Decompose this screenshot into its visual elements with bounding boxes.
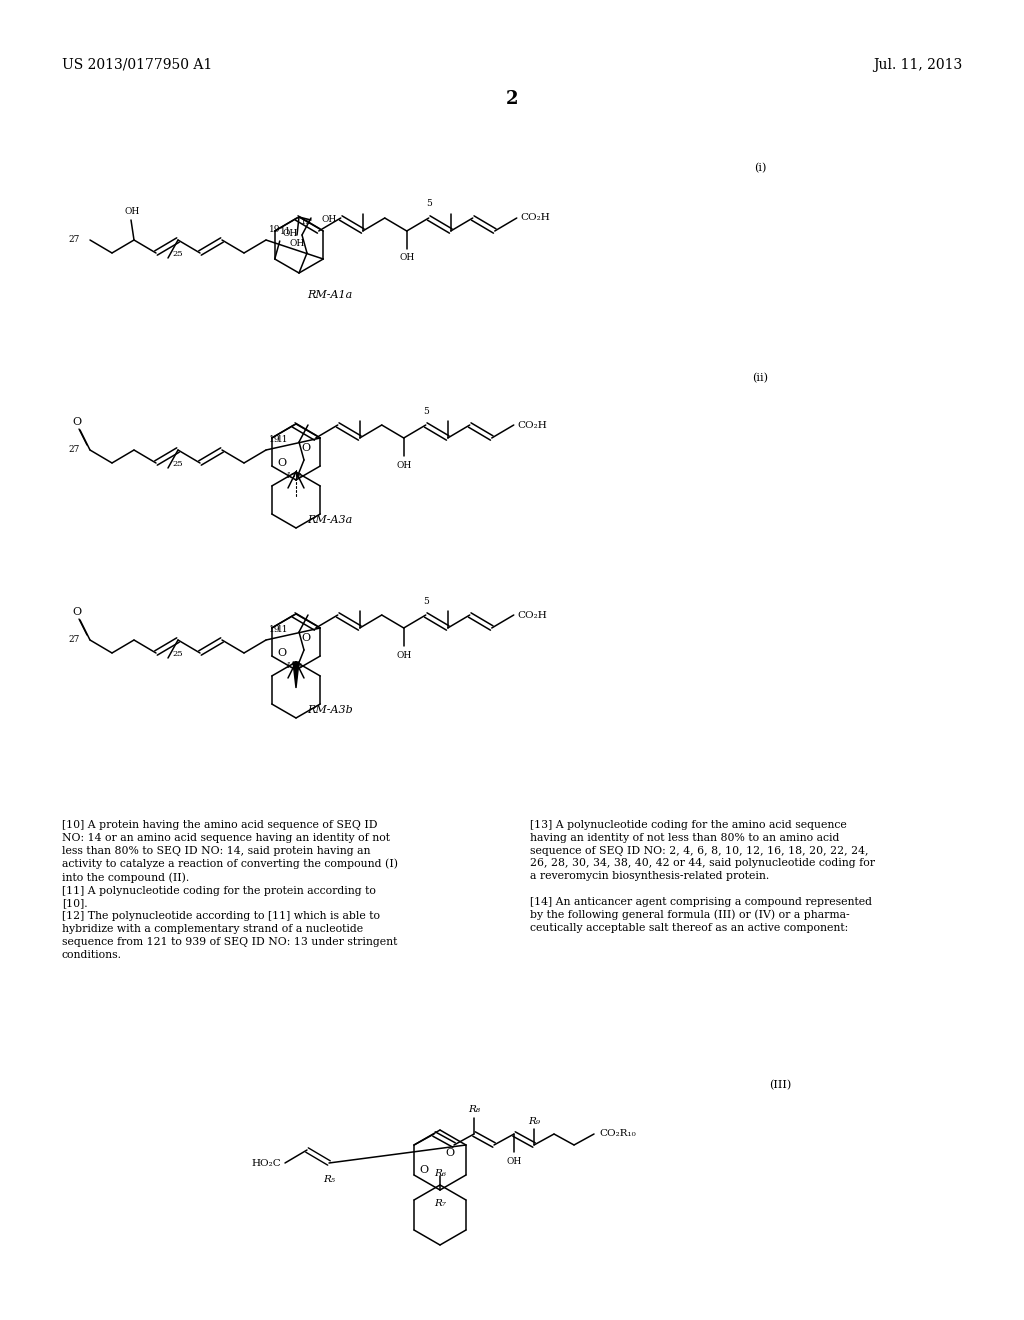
Text: R₉: R₉	[528, 1117, 540, 1126]
Text: CO₂H: CO₂H	[518, 610, 548, 619]
Text: R₈: R₈	[468, 1106, 480, 1114]
Text: Jul. 11, 2013: Jul. 11, 2013	[872, 58, 962, 73]
Text: O: O	[278, 458, 287, 469]
Text: 2: 2	[506, 90, 518, 108]
Text: O: O	[73, 607, 82, 616]
Text: 11: 11	[276, 626, 288, 635]
Text: 27: 27	[69, 446, 80, 454]
Text: RM-A3a: RM-A3a	[307, 515, 352, 525]
Text: 25: 25	[173, 649, 183, 657]
Text: 5: 5	[426, 199, 432, 209]
Text: 5: 5	[423, 407, 429, 416]
Text: OH: OH	[283, 228, 298, 238]
Text: RM-A3b: RM-A3b	[307, 705, 353, 715]
Text: O: O	[420, 1166, 429, 1175]
Text: [13] A polynucleotide coding for the amino acid sequence
having an identity of n: [13] A polynucleotide coding for the ami…	[530, 820, 874, 933]
Text: (i): (i)	[754, 162, 766, 173]
Text: OH: OH	[396, 461, 412, 470]
Text: 11: 11	[280, 227, 291, 235]
Text: 25: 25	[173, 459, 183, 469]
Text: CO₂H: CO₂H	[521, 214, 551, 223]
Text: 19: 19	[269, 624, 281, 634]
Text: OH: OH	[507, 1156, 521, 1166]
Text: [10] A protein having the amino acid sequence of SEQ ID
NO: 14 or an amino acid : [10] A protein having the amino acid seq…	[62, 820, 398, 960]
Text: OH: OH	[396, 651, 412, 660]
Text: 11: 11	[276, 436, 288, 445]
Text: O: O	[445, 1148, 455, 1158]
Text: OH: OH	[321, 215, 336, 224]
Text: 15: 15	[301, 218, 311, 226]
Polygon shape	[293, 663, 299, 688]
Text: 27: 27	[69, 635, 80, 644]
Text: O: O	[73, 417, 82, 426]
Text: R₆: R₆	[434, 1168, 446, 1177]
Text: OH: OH	[124, 207, 139, 216]
Text: 19: 19	[269, 434, 281, 444]
Text: HO₂C: HO₂C	[251, 1159, 281, 1167]
Text: R₇: R₇	[434, 1199, 446, 1208]
Text: 25: 25	[173, 249, 183, 257]
Text: 5: 5	[423, 597, 429, 606]
Text: OH: OH	[399, 253, 415, 263]
Text: O: O	[302, 634, 311, 643]
Text: 27: 27	[69, 235, 80, 244]
Text: O: O	[302, 444, 311, 453]
Text: CO₂R₁₀: CO₂R₁₀	[599, 1130, 636, 1138]
Text: OH: OH	[290, 239, 304, 248]
Text: 15S: 15S	[286, 473, 302, 480]
Text: RM-A1a: RM-A1a	[307, 290, 352, 300]
Text: US 2013/0177950 A1: US 2013/0177950 A1	[62, 58, 212, 73]
Text: R₅: R₅	[323, 1175, 335, 1184]
Text: (III): (III)	[769, 1080, 792, 1090]
Text: CO₂H: CO₂H	[518, 421, 548, 429]
Text: O: O	[278, 648, 287, 657]
Text: 19: 19	[269, 224, 281, 234]
Text: (ii): (ii)	[752, 372, 768, 383]
Text: 15R: 15R	[286, 663, 302, 671]
